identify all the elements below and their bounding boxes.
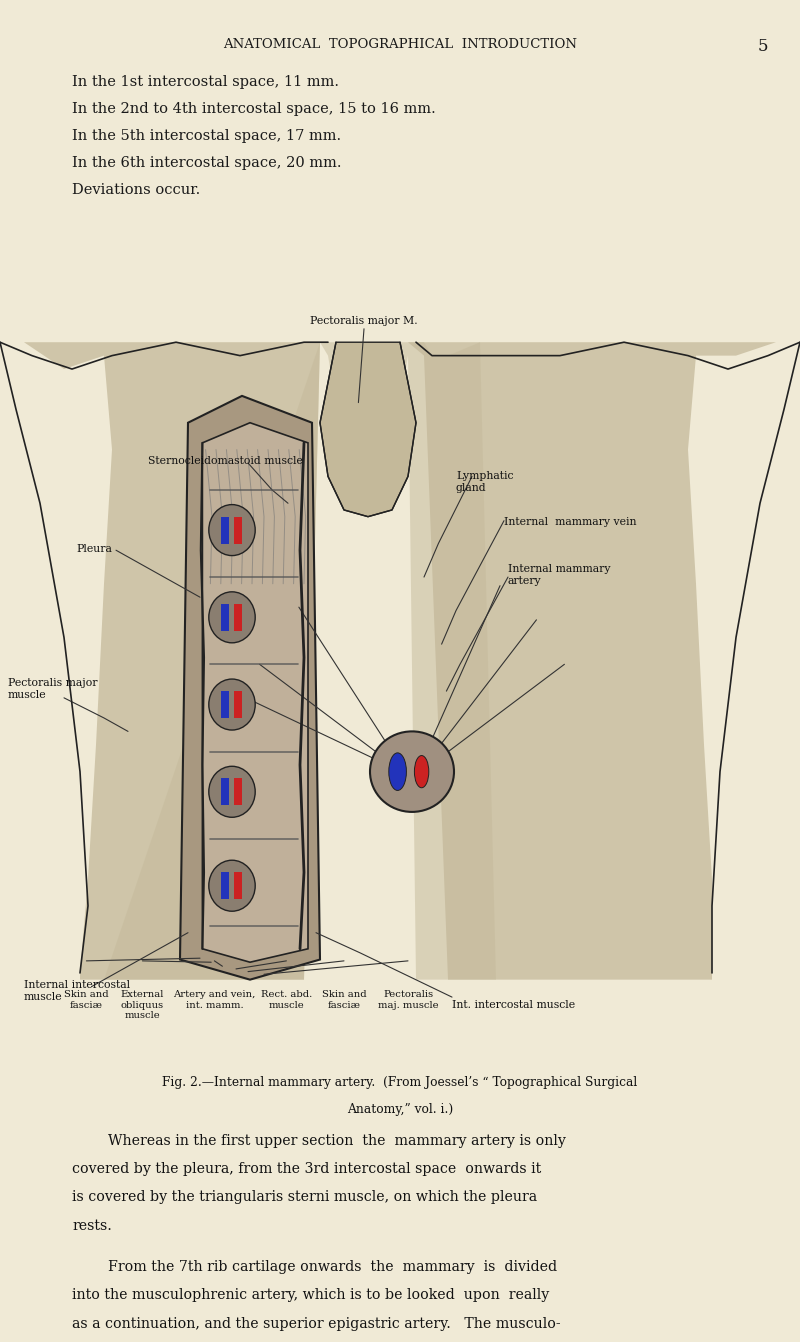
Text: Pectoralis major M.: Pectoralis major M. [310,317,418,326]
Text: Artery and vein,
int. mamm.: Artery and vein, int. mamm. [174,990,255,1009]
FancyBboxPatch shape [234,691,242,718]
Text: Pectoralis major
muscle: Pectoralis major muscle [8,678,98,701]
FancyBboxPatch shape [221,872,229,899]
Ellipse shape [370,731,454,812]
FancyBboxPatch shape [234,778,242,805]
Text: Anatomy,” vol. i.): Anatomy,” vol. i.) [347,1103,453,1117]
Text: Skin and
fasciæ: Skin and fasciæ [322,990,366,1009]
Ellipse shape [209,679,255,730]
Text: covered by the pleura, from the 3rd intercostal space  onwards it: covered by the pleura, from the 3rd inte… [72,1162,542,1176]
FancyBboxPatch shape [221,778,229,805]
Polygon shape [180,396,320,980]
Text: External
obliquus
muscle: External obliquus muscle [121,990,164,1020]
Text: In the 5th intercostal space, 17 mm.: In the 5th intercostal space, 17 mm. [72,129,341,142]
Text: 5: 5 [758,38,768,55]
Text: From the 7th rib cartilage onwards  the  mammary  is  divided: From the 7th rib cartilage onwards the m… [108,1260,557,1274]
Text: Internal mammary
artery: Internal mammary artery [508,564,610,586]
Text: Pleura: Pleura [76,544,112,553]
Text: Int. intercostal muscle: Int. intercostal muscle [452,1000,575,1009]
Text: is covered by the triangularis sterni muscle, on which the pleura: is covered by the triangularis sterni mu… [72,1190,537,1204]
Text: Pectoralis
maj. muscle: Pectoralis maj. muscle [378,990,438,1009]
Text: In the 6th intercostal space, 20 mm.: In the 6th intercostal space, 20 mm. [72,156,342,169]
Ellipse shape [209,592,255,643]
Ellipse shape [209,860,255,911]
Polygon shape [320,342,416,517]
FancyBboxPatch shape [221,517,229,544]
Text: rests.: rests. [72,1219,112,1232]
Text: Internal  mammary vein: Internal mammary vein [504,517,637,526]
Text: Whereas in the first upper section  the  mammary artery is only: Whereas in the first upper section the m… [108,1134,566,1147]
Text: In the 2nd to 4th intercostal space, 15 to 16 mm.: In the 2nd to 4th intercostal space, 15 … [72,102,436,115]
Polygon shape [408,342,800,980]
Text: Internal intercostal
muscle: Internal intercostal muscle [24,980,130,1002]
Text: Lymphatic
gland: Lymphatic gland [456,471,514,494]
Text: In the 1st intercostal space, 11 mm.: In the 1st intercostal space, 11 mm. [72,75,339,89]
FancyBboxPatch shape [221,604,229,631]
Polygon shape [0,342,320,980]
FancyBboxPatch shape [234,604,242,631]
Polygon shape [202,423,308,962]
Text: ANATOMICAL  TOPOGRAPHICAL  INTRODUCTION: ANATOMICAL TOPOGRAPHICAL INTRODUCTION [223,38,577,51]
Ellipse shape [414,756,429,788]
FancyBboxPatch shape [234,872,242,899]
Ellipse shape [209,766,255,817]
Text: Skin and
fasciæ: Skin and fasciæ [64,990,109,1009]
Text: Sternocleidomastoid muscle: Sternocleidomastoid muscle [148,456,303,466]
FancyBboxPatch shape [234,517,242,544]
Text: Deviations occur.: Deviations occur. [72,183,200,196]
Text: Rect. abd.
muscle: Rect. abd. muscle [261,990,312,1009]
Text: Fig. 2.—Internal mammary artery.  (From Joessel’s “ Topographical Surgical: Fig. 2.—Internal mammary artery. (From J… [162,1076,638,1090]
Text: as a continuation, and the superior epigastric artery.   The musculo-: as a continuation, and the superior epig… [72,1317,561,1330]
Ellipse shape [209,505,255,556]
Ellipse shape [389,753,406,790]
Text: into the musculophrenic artery, which is to be looked  upon  really: into the musculophrenic artery, which is… [72,1288,550,1302]
FancyBboxPatch shape [221,691,229,718]
Polygon shape [104,342,496,980]
